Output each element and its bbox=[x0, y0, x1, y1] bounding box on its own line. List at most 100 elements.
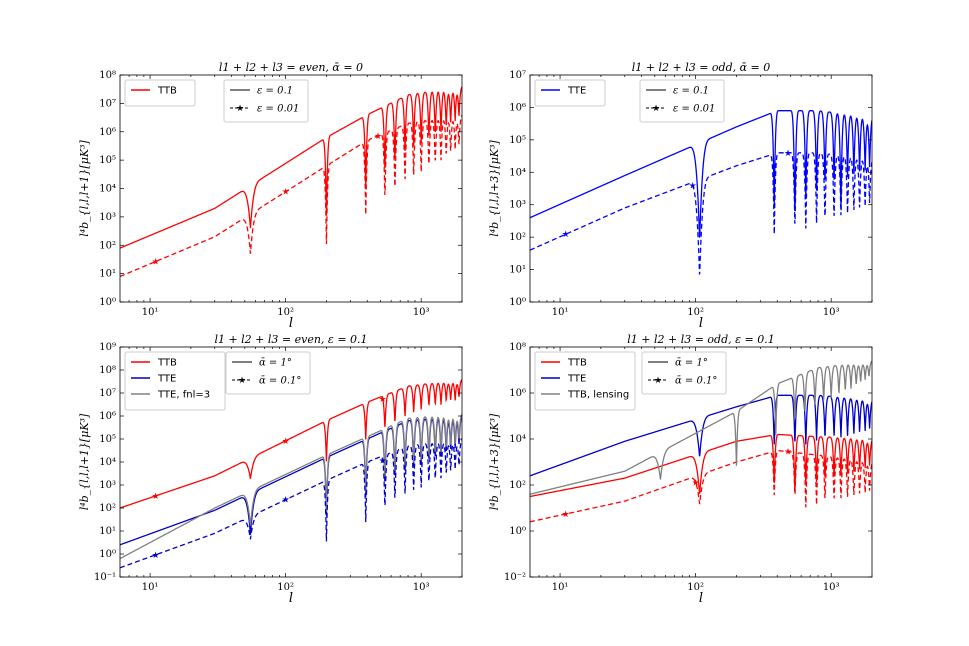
y-tick-label: 10³ bbox=[99, 480, 116, 491]
legend-label: TTE bbox=[567, 374, 586, 385]
data-star-marker: ★ bbox=[374, 132, 382, 142]
legend-star-marker: ★ bbox=[238, 376, 246, 386]
x-tick-label: 10¹ bbox=[552, 307, 569, 318]
y-tick-label: 10⁶ bbox=[99, 411, 116, 422]
legend-star-marker: ★ bbox=[654, 376, 662, 386]
legend-series: TTB TTE TTE, fnl=3 bbox=[124, 351, 226, 411]
legend-label: TTE bbox=[157, 374, 176, 385]
y-tick-label: 10³ bbox=[99, 212, 116, 223]
legend-label: TTB bbox=[157, 86, 177, 97]
data-star-marker: ★ bbox=[562, 510, 570, 520]
y-tick-label: 10⁴ bbox=[509, 167, 526, 178]
legend-label: TTB, lensing bbox=[567, 390, 629, 401]
legend-label: TTB bbox=[567, 358, 587, 369]
x-axis-label: l bbox=[699, 591, 703, 606]
legend-box bbox=[124, 79, 196, 107]
legend-label: ε = 0.1 bbox=[257, 86, 293, 97]
legend-styles: ᾱ = 1° ★ ᾱ = 0.1° bbox=[225, 351, 311, 395]
y-tick-label: 10⁷ bbox=[99, 98, 116, 109]
x-tick-label: 10² bbox=[277, 307, 294, 318]
y-tick-label: 10³ bbox=[509, 200, 526, 211]
legend-styles: ε = 0.1 ★ ε = 0.01 bbox=[223, 79, 309, 123]
y-tick-label: 10⁰ bbox=[509, 297, 526, 308]
panel-3: ★ ★ ★ ★ ★ ★ 10¹ 10² 10³ 10⁻¹ 10⁰ 10¹ 10² 10³ 10⁴ 10⁵ 10⁶… bbox=[78, 333, 463, 606]
legend-star-marker: ★ bbox=[236, 104, 244, 114]
y-tick-label: 10⁸ bbox=[99, 70, 116, 81]
curves: ★ ★ ★ ★ ★ ★ bbox=[120, 379, 462, 569]
y-tick-label: 10⁵ bbox=[509, 135, 526, 146]
legend-styles: ᾱ = 1° ★ ᾱ = 0.1° bbox=[641, 351, 727, 395]
y-tick-label: 10⁴ bbox=[99, 184, 116, 195]
series-line-ttb bbox=[120, 379, 462, 509]
legend-label: ᾱ = 0.1° bbox=[259, 376, 301, 387]
x-axis-label: l bbox=[289, 591, 293, 606]
legend-series: TTB bbox=[124, 79, 196, 107]
legend-label: ε = 0.01 bbox=[257, 104, 299, 115]
legend-label: ε = 0.1 bbox=[673, 86, 709, 97]
data-star-marker: ★ bbox=[379, 395, 387, 405]
x-tick-label: 10³ bbox=[413, 307, 430, 318]
curves: ★ ★ ★ bbox=[530, 360, 872, 523]
series-line-ttb bbox=[120, 86, 462, 249]
y-tick-label: 10⁰ bbox=[99, 549, 116, 560]
panel-2: ★ ★ ★ 10¹ 10² 10³ 10⁰ 10¹ 10² 10³ 10⁴ 10⁵ 10⁶ 10⁷ l1 +… bbox=[488, 61, 873, 331]
y-tick-label: 10⁴ bbox=[99, 457, 116, 468]
y-tick-label: 10⁶ bbox=[509, 102, 526, 113]
chart-title: l1 + l2 + l3 = even, ᾱ = 0 bbox=[219, 61, 363, 74]
legend-label: ᾱ = 0.1° bbox=[675, 376, 717, 387]
y-tick-label: 10⁸ bbox=[99, 365, 116, 376]
series-line-ttb-lensing bbox=[530, 360, 872, 495]
y-tick-label: 10¹ bbox=[99, 269, 116, 280]
y-tick-label: 10⁹ bbox=[99, 342, 116, 353]
legend-label: TTE, fnl=3 bbox=[157, 390, 210, 401]
x-tick-label: 10³ bbox=[413, 582, 430, 593]
x-tick-label: 10² bbox=[687, 582, 704, 593]
y-tick-label: 10¹ bbox=[509, 265, 526, 276]
y-tick-label: 10² bbox=[99, 503, 116, 514]
y-axis-label: l⁴b_{l,l,l+3}[μK³] bbox=[488, 140, 501, 237]
data-star-marker: ★ bbox=[692, 478, 700, 488]
y-tick-label: 10⁵ bbox=[99, 434, 116, 445]
y-tick-label: 10⁰ bbox=[99, 297, 116, 308]
series-line-tte-fnl-3 bbox=[120, 413, 462, 560]
legend-label: ᾱ = 1° bbox=[259, 358, 292, 369]
series-line-tte bbox=[530, 394, 872, 477]
x-tick-label: 10¹ bbox=[142, 582, 159, 593]
y-tick-label: 10⁻² bbox=[504, 572, 526, 583]
data-star-marker: ★ bbox=[689, 182, 697, 192]
legend-box bbox=[534, 351, 636, 411]
legend-label: ε = 0.01 bbox=[673, 104, 715, 115]
legend-series: TTB TTE TTB, lensing bbox=[534, 351, 636, 411]
y-tick-label: 10⁻¹ bbox=[94, 572, 116, 583]
data-star-marker: ★ bbox=[282, 188, 290, 198]
data-star-marker: ★ bbox=[379, 456, 387, 466]
y-axis-label: l⁴b_{l,l,l+1}[μK³] bbox=[78, 140, 91, 237]
x-axis-label: l bbox=[289, 316, 293, 331]
y-tick-label: 10⁷ bbox=[509, 70, 526, 81]
legend-series: TTE bbox=[534, 79, 606, 107]
y-tick-label: 10⁷ bbox=[99, 388, 116, 399]
x-tick-label: 10² bbox=[277, 582, 294, 593]
series-line-ttb bbox=[530, 433, 872, 498]
series-line-ttb bbox=[530, 449, 872, 523]
x-tick-label: 10³ bbox=[823, 307, 840, 318]
x-tick-label: 10³ bbox=[823, 582, 840, 593]
data-star-marker: ★ bbox=[784, 149, 792, 159]
curves: ★ ★ ★ bbox=[120, 86, 462, 278]
chart-title: l1 + l2 + l3 = odd, ε = 0.1 bbox=[627, 333, 775, 346]
y-tick-label: 10⁶ bbox=[99, 127, 116, 138]
plot-frame bbox=[529, 346, 873, 578]
data-star-marker: ★ bbox=[562, 230, 570, 240]
data-star-marker: ★ bbox=[282, 496, 290, 506]
legend-label: TTB bbox=[157, 358, 177, 369]
data-star-marker: ★ bbox=[784, 448, 792, 458]
x-axis-label: l bbox=[699, 316, 703, 331]
data-star-marker: ★ bbox=[152, 258, 160, 268]
chart-title: l1 + l2 + l3 = odd, ᾱ = 0 bbox=[632, 61, 771, 74]
y-tick-label: 10⁴ bbox=[509, 434, 526, 445]
legend-styles: ε = 0.1 ★ ε = 0.01 bbox=[639, 79, 725, 123]
data-star-marker: ★ bbox=[282, 437, 290, 447]
x-tick-label: 10¹ bbox=[552, 582, 569, 593]
y-tick-label: 10⁰ bbox=[509, 526, 526, 537]
